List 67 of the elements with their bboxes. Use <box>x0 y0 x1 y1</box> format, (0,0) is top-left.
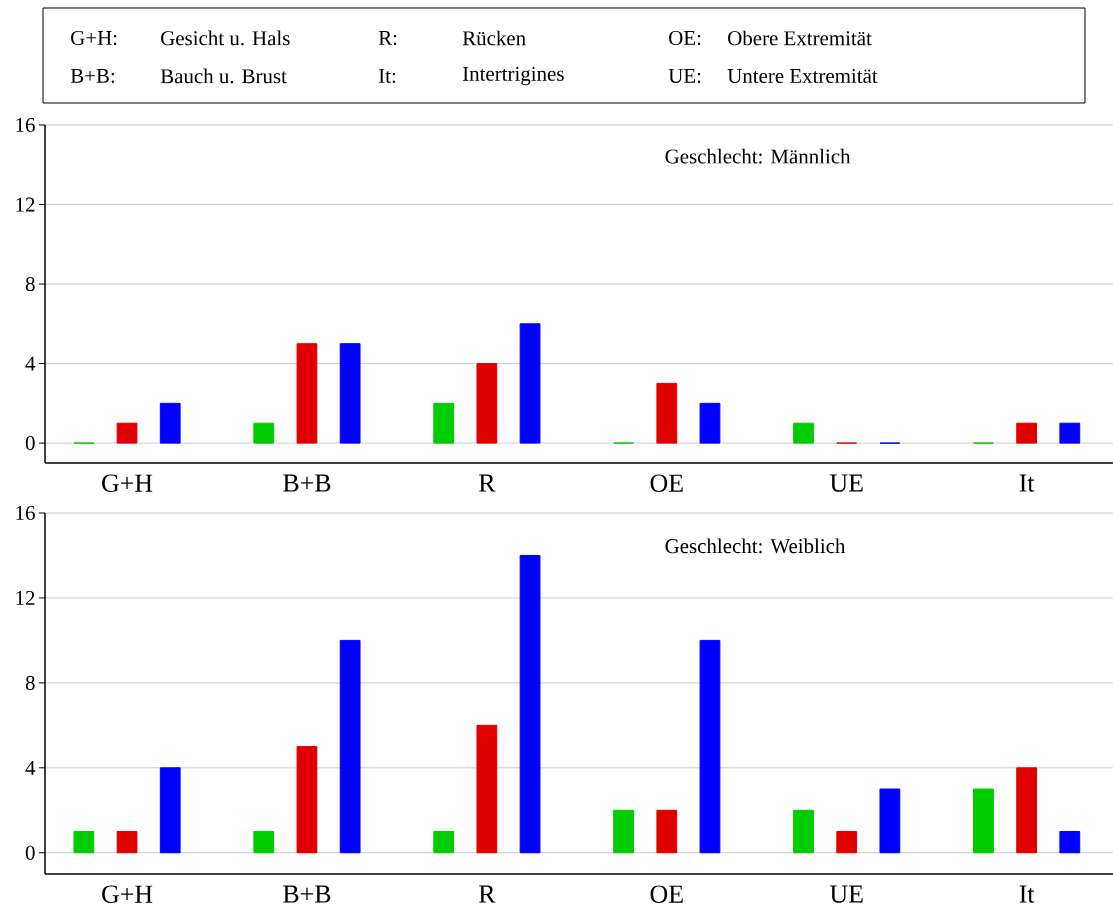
text: Gesicht u. Hals <box>161 30 290 46</box>
x-tick-label: UE <box>829 885 863 903</box>
y-tick-label: 16 <box>16 505 35 521</box>
bar <box>296 343 318 444</box>
bar <box>1016 767 1038 854</box>
bar <box>433 831 455 854</box>
bar <box>656 809 678 854</box>
text: Bauch u. Brust <box>160 68 287 84</box>
y-tick-label: 0 <box>25 436 35 451</box>
y-tick-label: 8 <box>25 675 35 690</box>
x-tick-label: It <box>1019 474 1035 492</box>
bar <box>339 639 361 854</box>
x-tick-label: G+H <box>102 885 153 903</box>
y-tick-label: 12 <box>16 197 35 212</box>
x-tick-label: OE <box>650 885 683 903</box>
bar <box>1016 422 1038 444</box>
bar <box>836 831 858 854</box>
text: Intertrigines <box>462 66 564 86</box>
bar <box>73 831 95 854</box>
bar <box>159 402 181 444</box>
bar <box>433 402 455 444</box>
y-tick-label: 4 <box>25 760 36 775</box>
x-tick-label: It <box>1019 885 1035 903</box>
text: UE: <box>668 68 701 83</box>
bar <box>296 746 318 854</box>
bar <box>476 724 498 854</box>
bar <box>116 831 138 854</box>
y-tick-label: 8 <box>25 276 35 292</box>
bar <box>519 554 541 854</box>
bar <box>519 323 541 444</box>
bar <box>1059 831 1081 854</box>
bar <box>116 422 138 444</box>
x-tick-label: R <box>478 474 496 492</box>
text: R: <box>378 30 397 45</box>
x-tick-label: B+B <box>283 885 331 903</box>
bar <box>159 767 181 854</box>
x-tick-label: B+B <box>283 474 331 492</box>
bar <box>253 831 275 854</box>
bar <box>1059 422 1081 444</box>
text: OE: <box>669 30 701 46</box>
y-tick-label: 12 <box>16 590 35 605</box>
bar <box>339 343 361 444</box>
bar <box>973 788 994 854</box>
bar <box>476 363 498 444</box>
text: It: <box>378 68 396 83</box>
annotation: Geschlecht: Weiblich <box>665 538 846 554</box>
text: Untere Extremität <box>727 68 878 84</box>
text: B+B: <box>70 68 115 83</box>
x-tick-label: G+H <box>102 474 153 492</box>
bar <box>879 788 901 854</box>
y-tick-label: 0 <box>25 845 35 860</box>
bar <box>656 382 678 444</box>
text: G+H: <box>71 30 117 46</box>
text: Rücken <box>462 30 526 46</box>
bar <box>793 809 814 854</box>
x-tick-label: UE <box>829 474 863 492</box>
y-tick-label: 4 <box>25 356 36 371</box>
bar <box>793 422 814 444</box>
text: Obere Extremität <box>728 30 872 46</box>
x-tick-label: R <box>478 885 496 903</box>
bar <box>253 422 275 444</box>
bar <box>699 402 721 444</box>
y-tick-label: 16 <box>16 117 35 133</box>
x-tick-label: OE <box>650 474 683 492</box>
bar <box>613 809 635 854</box>
bar <box>699 639 721 854</box>
annotation: Geschlecht: Männlich <box>665 148 851 164</box>
